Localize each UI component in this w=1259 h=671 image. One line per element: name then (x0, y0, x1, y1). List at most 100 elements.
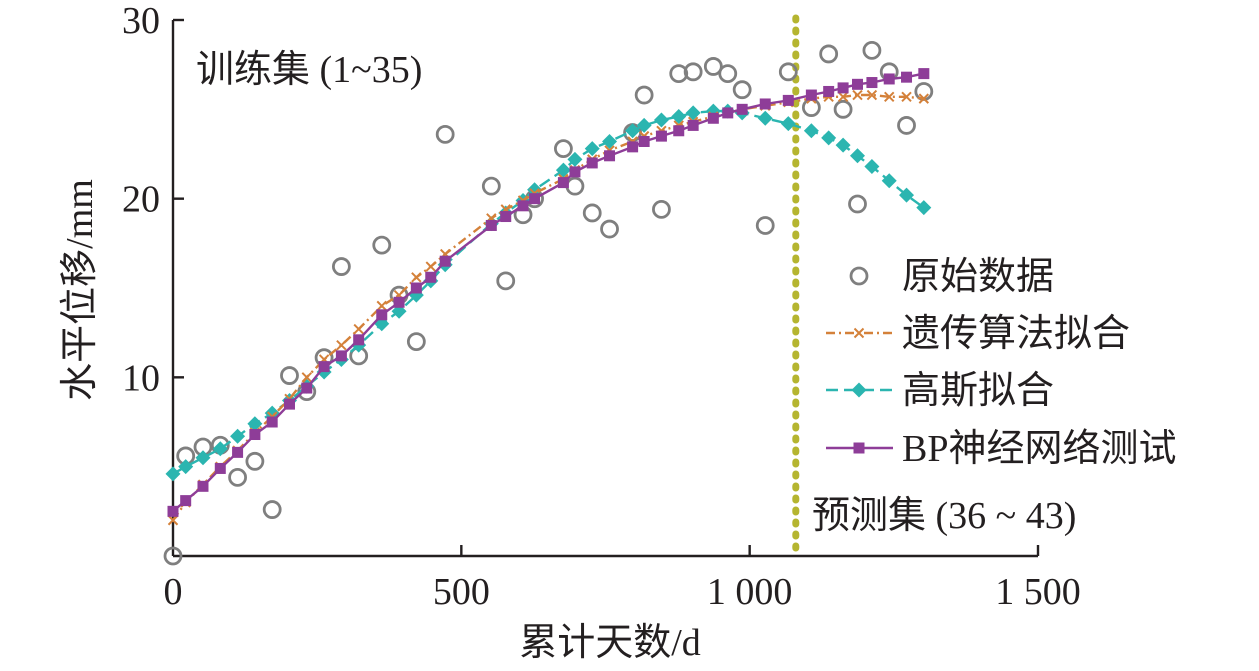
data-point-diamond (835, 137, 851, 153)
data-point-square (500, 211, 512, 223)
data-point-diamond (821, 130, 837, 146)
data-point-diamond (165, 466, 181, 482)
data-point-square (353, 334, 365, 346)
data-point-circle (565, 176, 585, 196)
data-point-square (655, 130, 667, 142)
data-point-circle (801, 98, 821, 117)
data-point-diamond (247, 416, 263, 432)
data-point-square (722, 107, 734, 119)
data-point-circle (703, 57, 723, 76)
data-point-square (852, 78, 864, 90)
data-point-diamond (653, 112, 669, 128)
data-point-circle (496, 271, 516, 291)
data-point-cross (852, 89, 863, 101)
data-point-circle (683, 62, 703, 82)
data-point-square (376, 309, 388, 321)
data-point-circle (833, 99, 853, 119)
data-point-square (197, 480, 209, 492)
legend-item: 遗传算法拟合 (826, 313, 1130, 355)
data-point-diamond (671, 108, 687, 124)
data-point-square (638, 135, 650, 147)
series-x (167, 89, 930, 526)
legend-label: 遗传算法拟合 (902, 313, 1130, 355)
data-point-diamond (685, 105, 701, 121)
data-point-diamond (864, 159, 880, 175)
x-tick-label: 500 (433, 571, 490, 613)
y-tick-label: 20 (122, 179, 160, 221)
data-point-circle (600, 219, 619, 239)
data-point-circle (372, 235, 392, 255)
series-line (172, 72, 925, 513)
data-point-circle (163, 546, 183, 566)
data-point-square (557, 177, 569, 189)
data-point-square (918, 68, 930, 80)
data-point-diamond (916, 200, 932, 216)
data-point-square (180, 495, 192, 507)
data-point-square (736, 103, 748, 115)
y-axis-label: 水平位移/mm (59, 179, 101, 401)
data-point-diamond (780, 116, 796, 132)
data-point-square (425, 271, 437, 283)
x-tick-label: 0 (164, 571, 183, 613)
data-point-square (782, 94, 794, 106)
data-point-square (167, 505, 179, 517)
data-point-square (318, 361, 330, 373)
series-line (172, 109, 925, 475)
data-point-cross (866, 89, 878, 101)
data-point-circle (582, 203, 602, 223)
data-point-square (232, 446, 244, 458)
data-point-cross (167, 515, 179, 526)
data-point-circle (755, 216, 775, 235)
legend-label: BP神经网络测试 (902, 428, 1176, 470)
data-point-circle (481, 176, 501, 196)
data-point-square (901, 71, 913, 83)
data-point-circle (819, 44, 839, 64)
data-point-cross (336, 339, 347, 351)
legend-item: 原始数据 (849, 256, 1054, 298)
data-point-cross (425, 261, 436, 272)
x-axis-label: 累计天数/d (519, 622, 701, 664)
data-point-circle (862, 40, 882, 60)
legend-item: 高斯拟合 (826, 370, 1054, 412)
data-point-square (627, 141, 639, 153)
data-point-circle (848, 194, 867, 214)
data-point-diamond (803, 123, 819, 139)
data-point-diamond (850, 148, 866, 164)
legend-label: 高斯拟合 (902, 370, 1054, 412)
data-point-diamond (178, 459, 194, 475)
series-circle (163, 40, 934, 566)
data-point-cross (301, 372, 312, 383)
data-point-circle (897, 116, 916, 135)
data-point-square (837, 82, 849, 94)
data-point-square (883, 73, 895, 85)
data-point-cross (376, 300, 387, 312)
data-point-diamond (567, 151, 583, 167)
data-point-circle (228, 467, 247, 487)
data-point-diamond (851, 382, 867, 398)
data-point-square (673, 125, 685, 137)
data-point-circle (634, 85, 654, 105)
series-layer (163, 14, 934, 566)
data-point-circle (849, 266, 869, 286)
data-point-diamond (625, 123, 641, 139)
data-point-diamond (212, 441, 228, 457)
legend-label: 原始数据 (902, 256, 1054, 298)
data-point-square (393, 296, 405, 308)
data-point-circle (435, 124, 455, 144)
data-point-cross (853, 327, 865, 339)
data-point-cross (884, 91, 895, 103)
data-point-square (853, 442, 865, 454)
series-square (167, 68, 930, 517)
data-point-square (569, 166, 581, 178)
data-point-square (823, 85, 835, 97)
data-point-cross (918, 93, 930, 104)
data-point-square (866, 77, 878, 89)
data-point-circle (732, 80, 752, 100)
data-point-diamond (881, 173, 897, 189)
data-point-diamond (899, 187, 915, 203)
x-tick-label: 1 500 (995, 571, 1081, 613)
data-point-square (805, 89, 817, 101)
data-point-square (439, 255, 451, 267)
data-point-square (759, 98, 771, 110)
